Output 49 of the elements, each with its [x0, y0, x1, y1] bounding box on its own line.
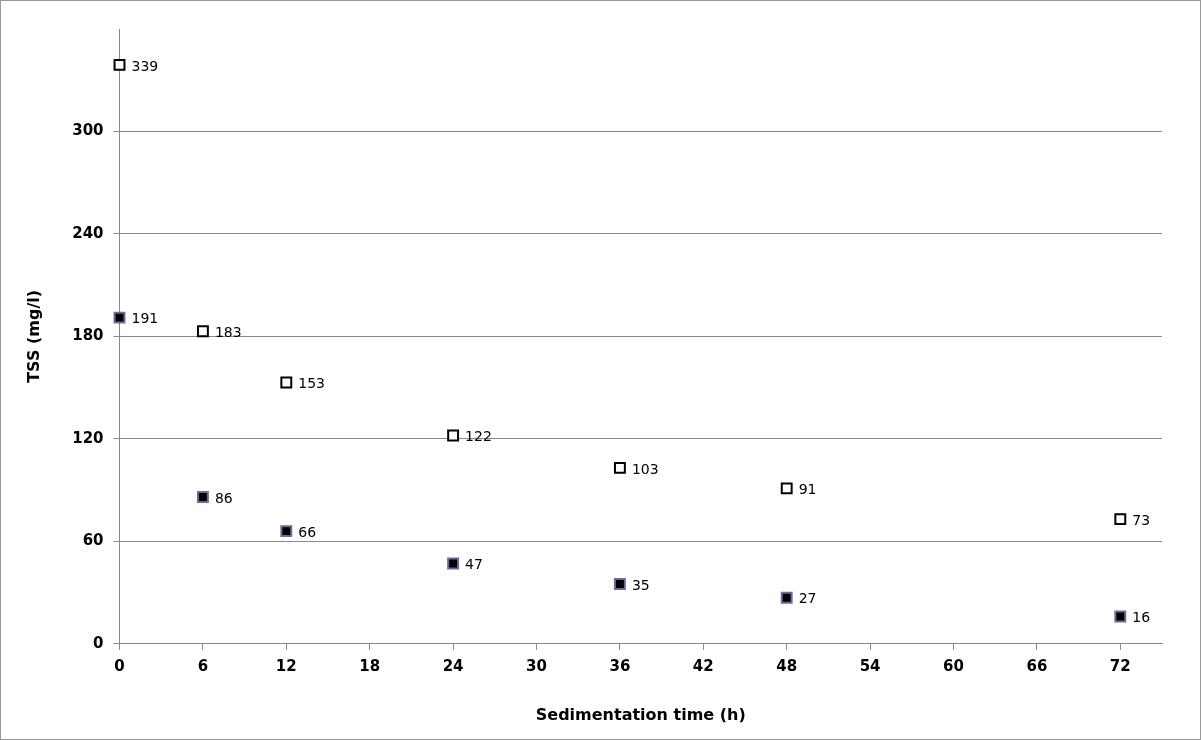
data-label: 339 [131, 57, 159, 74]
x-tick-label: 12 [275, 656, 297, 675]
data-label: 73 [1132, 511, 1151, 528]
data-label: 47 [465, 556, 483, 573]
x-tick-label: 24 [442, 656, 464, 675]
point [113, 311, 126, 324]
y-tick-label: 180 [72, 326, 104, 345]
x-tick-label: 18 [359, 656, 381, 675]
y-tick-label: 240 [72, 223, 104, 242]
y-tick-label: 120 [72, 428, 104, 447]
x-tick-label: 60 [943, 656, 964, 675]
data-label: 86 [214, 489, 233, 506]
y-tick-label: 300 [72, 121, 104, 140]
data-label: 153 [298, 375, 326, 392]
point [613, 461, 626, 474]
y-tick-label: 60 [82, 531, 104, 550]
x-tick-label: 48 [776, 656, 798, 675]
point [613, 578, 626, 590]
x-tick-label: 66 [1026, 656, 1048, 675]
data-label: 122 [465, 428, 492, 445]
x-tick-label: 0 [114, 656, 125, 675]
x-axis-title: Sedimentation time (h) [535, 704, 746, 724]
data-label: 35 [631, 576, 650, 593]
point [280, 525, 293, 538]
point [196, 325, 209, 338]
point [196, 490, 209, 503]
point [113, 58, 126, 71]
point [780, 591, 793, 604]
data-label: 66 [298, 523, 317, 540]
y-axis-title: TSS (mg/l) [23, 289, 43, 383]
point [280, 376, 293, 389]
x-tick-label: 42 [692, 656, 714, 675]
x-tick-label: 30 [526, 656, 547, 675]
x-tick-label: 72 [1109, 656, 1131, 675]
data-label: 103 [631, 460, 659, 477]
x-tick-label: 54 [859, 656, 881, 675]
point [447, 557, 460, 570]
point [1114, 513, 1127, 526]
data-label: 27 [798, 590, 817, 607]
point [1114, 610, 1127, 623]
data-label: 191 [131, 310, 159, 327]
x-tick-label: 36 [609, 656, 631, 675]
data-label: 183 [214, 323, 242, 340]
y-tick-label: 0 [93, 633, 104, 652]
point [447, 429, 460, 442]
x-tick-label: 6 [197, 656, 209, 675]
data-label: 16 [1132, 609, 1151, 626]
data-label: 91 [798, 481, 817, 498]
point [780, 482, 793, 495]
